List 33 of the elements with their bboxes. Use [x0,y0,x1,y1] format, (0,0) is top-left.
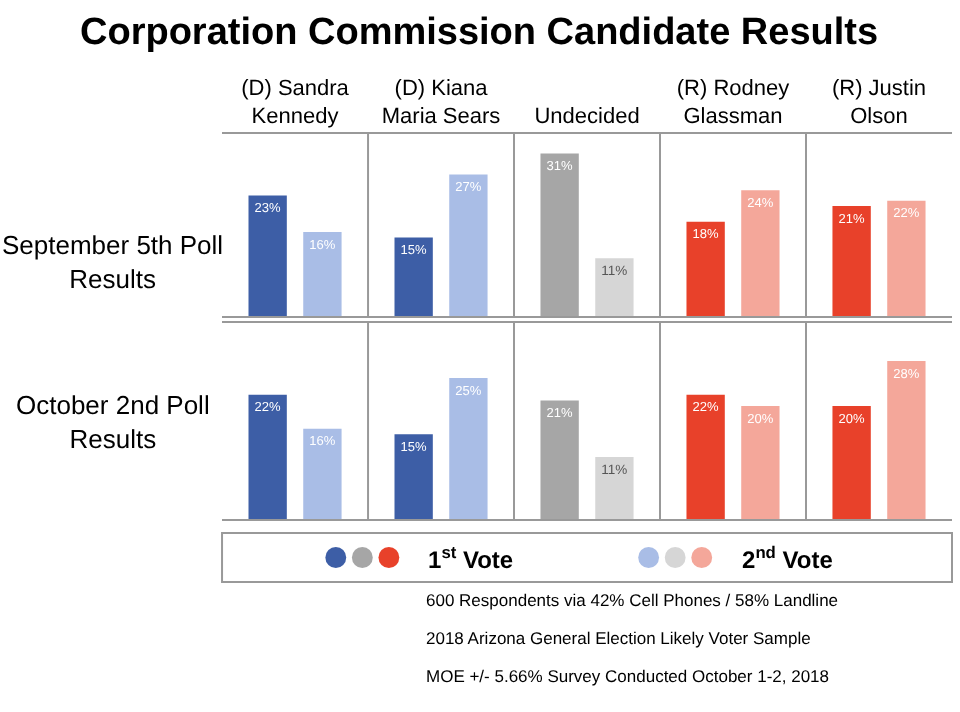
x-tick-label: (R) Justin Olson [831,76,927,130]
bar [686,394,725,519]
bar [540,153,579,316]
bar [394,237,433,316]
y-axis-title: September 5th Poll Results [2,230,224,294]
y-axis-title: October 2nd Poll Results [16,390,210,454]
bar [248,394,287,519]
x-tick-label: (D) Sandra Kennedy [241,76,351,130]
chart-title: Corporation Commission Candidate Results [80,12,879,54]
bar [303,428,342,519]
bar [540,400,579,519]
bar [832,205,871,316]
bar [595,456,634,519]
bar [595,258,634,316]
text: MOE +/- 5.66% Survey Conducted October 1-2, 2018 [426,666,830,686]
bar [248,195,287,316]
legend-label: 1$^{st}$ Vote [428,542,514,575]
bar [449,174,488,316]
x-tick-label: (R) Rodney Glassman [676,76,791,130]
bar [887,360,926,519]
x-tick-label: Undecided [534,105,640,130]
bar [741,190,780,316]
bar [887,200,926,316]
bar [686,221,725,316]
x-tick-label: (D) Kiana Maria Sears [381,76,502,130]
legend-label: 2$^{nd}$ Vote [742,542,834,575]
bar [394,434,433,519]
bar [303,232,342,316]
bar [832,406,871,519]
bar [741,406,780,519]
bar [449,377,488,519]
text: 600 Respondents via 42% Cell Phones / 58% Landline [426,590,839,610]
text: 2018 Arizona General Election Likely Voter Sample [426,628,812,648]
